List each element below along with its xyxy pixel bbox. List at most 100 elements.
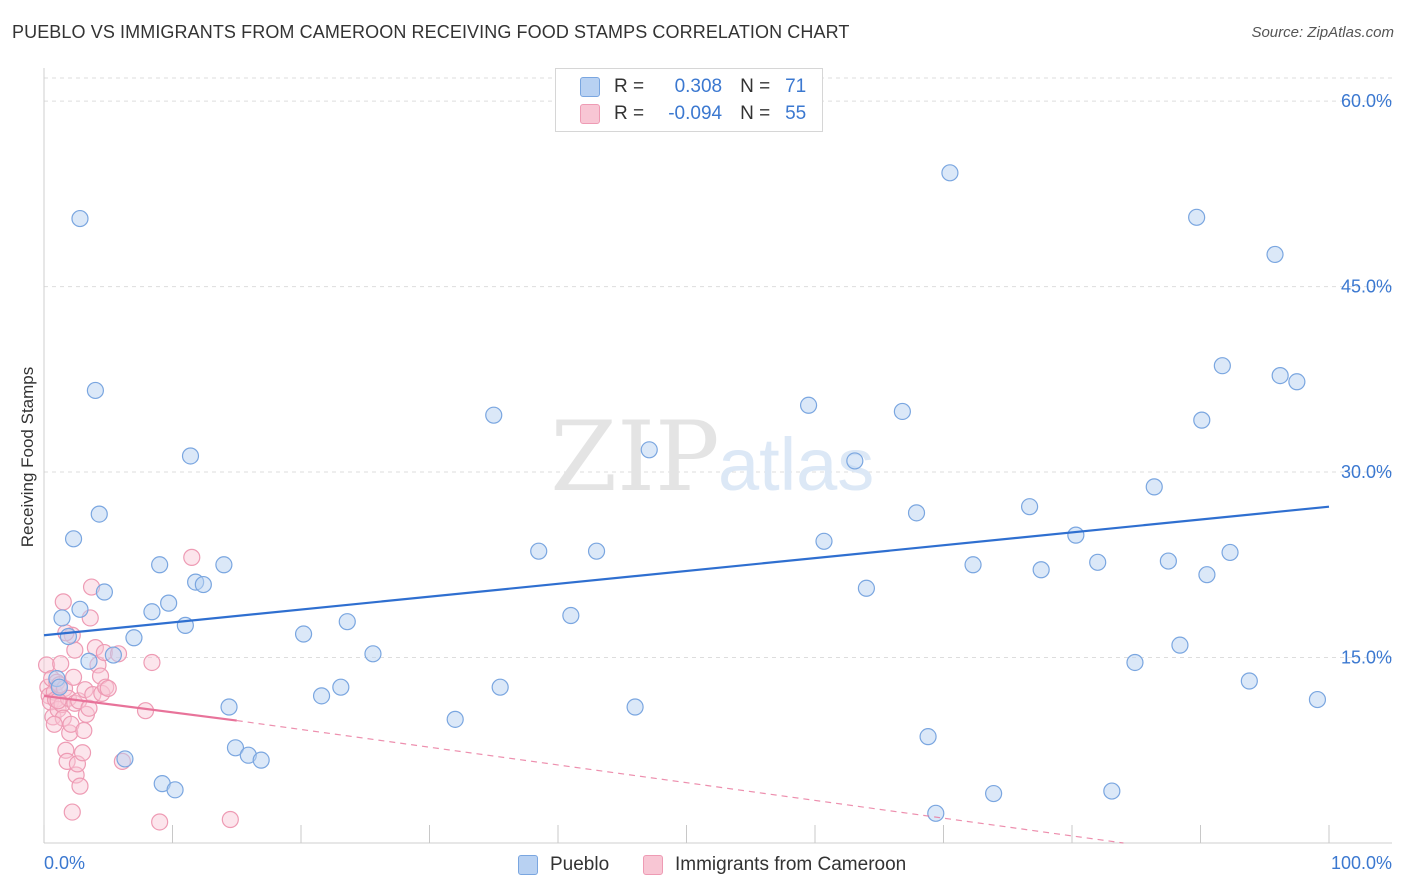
pueblo-point <box>1020 498 1039 516</box>
pueblo-point <box>919 728 937 746</box>
cameroon-point <box>61 724 79 742</box>
pueblo-point <box>1159 552 1177 570</box>
pueblo-point <box>166 781 184 799</box>
cameroon-point <box>54 593 72 611</box>
cameroon-point <box>68 755 87 773</box>
pueblo-point <box>446 710 464 728</box>
cameroon-point <box>63 803 81 821</box>
pueblo-point <box>53 609 71 627</box>
pueblo-point <box>104 646 122 664</box>
pueblo-r-label: R = <box>614 76 645 97</box>
cameroon-point <box>64 668 83 686</box>
pueblo-point <box>125 629 143 647</box>
cameroon-point <box>221 810 239 829</box>
y-tick-label: 30.0% <box>1341 462 1392 482</box>
cameroon-point <box>58 752 76 770</box>
x-tick-label: 100.0% <box>1331 853 1392 873</box>
pueblo-point <box>1308 690 1327 709</box>
pueblo-point <box>587 542 606 560</box>
legend-cameroon-swatch <box>643 855 663 875</box>
pueblo-point <box>640 441 658 459</box>
pueblo-trend-line <box>43 505 1330 637</box>
pueblo-point <box>562 606 580 625</box>
pueblo-point <box>907 504 926 522</box>
pueblo-point <box>1145 478 1163 496</box>
stats-row-pueblo: R = 0.308 N = 71 <box>580 73 806 101</box>
y-tick-label: 60.0% <box>1341 91 1392 111</box>
cameroon-trend-line <box>43 694 237 722</box>
stats-legend: R = 0.308 N = 71 R = -0.094 N = 55 <box>555 68 823 132</box>
cameroon-n-value: 55 <box>785 103 807 124</box>
watermark-zip: ZIP <box>550 401 719 513</box>
pueblo-n-label: N = <box>740 76 771 97</box>
legend-pueblo-swatch <box>518 855 538 875</box>
cameroon-point <box>151 813 169 831</box>
pueblo-point <box>941 164 959 182</box>
pueblo-point <box>1126 653 1144 672</box>
pueblo-point <box>71 600 89 618</box>
pueblo-point <box>151 556 169 574</box>
pueblo-point <box>160 594 178 612</box>
pueblo-point <box>364 645 382 663</box>
stats-row-cameroon: R = -0.094 N = 55 <box>580 100 806 128</box>
cameroon-r-value: -0.094 <box>668 103 723 124</box>
cameroon-point <box>52 655 70 673</box>
gridlines <box>44 77 1392 659</box>
cameroon-swatch <box>580 104 600 124</box>
pueblo-point <box>1193 411 1211 429</box>
y-tick-labels: 15.0% 30.0% 45.0% 60.0% <box>1341 91 1392 667</box>
pueblo-point <box>530 542 548 560</box>
pueblo-point <box>1288 373 1306 391</box>
pueblo-point <box>985 784 1003 803</box>
cameroon-trend-line-extension <box>236 719 1124 844</box>
cameroon-n-label: N = <box>740 103 771 124</box>
pueblo-point <box>143 603 161 621</box>
pueblo-point <box>1266 245 1284 264</box>
cameroon-point <box>71 777 89 795</box>
pueblo-point <box>491 678 509 696</box>
pueblo-point <box>252 751 270 769</box>
pueblo-point <box>485 406 503 424</box>
x-tick-labels: 0.0% 100.0% <box>44 853 1392 873</box>
chart-title: PUEBLO VS IMMIGRANTS FROM CAMEROON RECEI… <box>12 22 850 42</box>
pueblo-point <box>215 556 233 574</box>
pueblo-swatch <box>580 77 600 97</box>
pueblo-point <box>815 532 833 550</box>
cameroon-point <box>75 721 93 740</box>
pueblo-point <box>857 579 876 597</box>
pueblo-point <box>1271 367 1289 385</box>
pueblo-r-value: 0.308 <box>674 76 723 97</box>
cameroon-r-label: R = <box>614 103 645 124</box>
x-tick-label: 0.0% <box>44 853 85 873</box>
pueblo-point <box>86 381 105 400</box>
cameroon-point <box>80 699 98 717</box>
watermark: ZIP atlas <box>550 401 874 513</box>
pueblo-point <box>226 739 245 757</box>
cameroon-point <box>183 548 201 566</box>
cameroon-point <box>91 667 110 685</box>
pueblo-point <box>626 698 644 716</box>
pueblo-point <box>1103 782 1121 800</box>
pueblo-point <box>964 556 982 574</box>
pueblo-point <box>332 678 350 696</box>
series-immigrants-from-cameroon <box>37 548 239 831</box>
y-axis-label: Receiving Food Stamps <box>18 367 37 547</box>
pueblo-point <box>71 209 89 228</box>
pueblo-point <box>1240 672 1258 690</box>
trend-lines <box>43 505 1330 844</box>
pueblo-point <box>338 613 356 631</box>
pueblo-point <box>1171 636 1189 654</box>
pueblo-point <box>50 678 69 696</box>
pueblo-point <box>116 750 134 768</box>
y-tick-label: 15.0% <box>1341 648 1392 668</box>
pueblo-point <box>1067 526 1085 544</box>
pueblo-point <box>64 530 83 548</box>
pueblo-point <box>220 698 238 716</box>
pueblo-point <box>181 447 200 465</box>
pueblo-point <box>1198 566 1216 584</box>
pueblo-point <box>1221 543 1239 562</box>
pueblo-n-value: 71 <box>785 76 807 97</box>
legend-item-pueblo: Pueblo <box>518 851 609 879</box>
legend-cameroon-label: Immigrants from Cameroon <box>675 854 907 875</box>
